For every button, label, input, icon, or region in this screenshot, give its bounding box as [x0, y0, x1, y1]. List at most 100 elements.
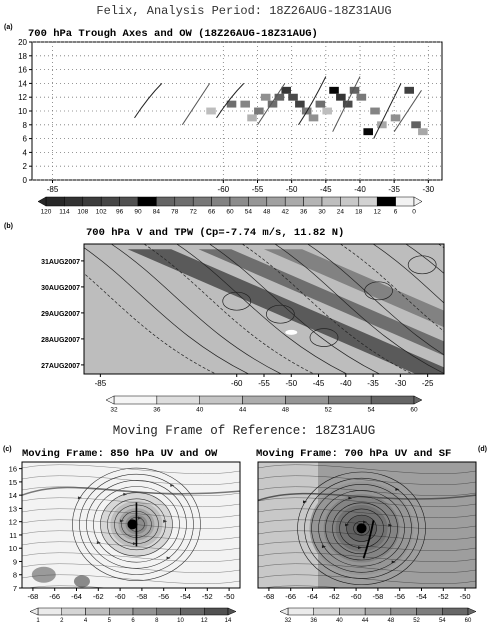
colorbar-label: 42: [282, 209, 290, 216]
streamline: [22, 508, 240, 519]
x-tick-label: -40: [340, 379, 352, 388]
panel-c-storm-center: [127, 502, 138, 547]
streamline-arrow: [132, 542, 137, 546]
ow-shading: [73, 575, 90, 588]
x-tick-label: -58: [136, 592, 147, 601]
colorbar-label: 2: [60, 618, 64, 623]
streamline: [332, 502, 391, 555]
streamline: [79, 473, 194, 575]
colorbar-arrow-right: [227, 607, 237, 616]
colorbar-swatch: [132, 607, 157, 616]
page-title: Felix, Analysis Period: 18Z26AUG-18Z31AU…: [96, 4, 392, 18]
trough-line: [22, 486, 240, 496]
streamline: [262, 585, 346, 588]
x-tick-label: -35: [367, 379, 379, 388]
streamline: [22, 497, 240, 508]
colorbar-swatch: [340, 196, 360, 207]
y-tick-label: 4: [23, 148, 28, 157]
colorbar-arrow-left: [29, 607, 39, 616]
ow-cell: [404, 86, 414, 94]
x-tick-label: -60: [351, 592, 362, 601]
y-tick-label: 7: [13, 584, 17, 593]
panel-b-title: 700 hPa V and TPW (Cp=-7.74 m/s, 11.82 N…: [86, 227, 345, 239]
streamline: [258, 530, 476, 541]
x-tick-label: -60: [231, 379, 243, 388]
y-tick-label: 0: [23, 176, 28, 185]
y-tick-label: 14: [9, 491, 17, 500]
colorbar-label: 52: [325, 407, 333, 414]
colorbar-swatch: [113, 395, 158, 405]
streamline: [86, 480, 187, 569]
panel-c-chart: -68 -66 -64 -62 -60 -58 -56 -54 -52 -50 789101112…: [9, 461, 241, 623]
streamline: [258, 486, 476, 497]
y-tick-label: 29AUG2007: [41, 311, 80, 318]
x-tick-label: -54: [416, 592, 427, 601]
streamline: [346, 514, 377, 542]
v-contour: [340, 244, 444, 332]
colorbar-swatch: [416, 607, 443, 616]
ow-cell: [288, 93, 298, 101]
colorbar-arrow-left: [105, 395, 115, 405]
colorbar-label: 40: [336, 618, 343, 623]
streamline: [22, 486, 240, 497]
streamline: [258, 464, 476, 475]
y-tick-label: 14: [18, 79, 27, 88]
y-tick-label: 12: [18, 93, 27, 102]
colorbar-swatch: [328, 395, 372, 405]
panel-c-x-ticks: -68 -66 -64 -62 -60 -58 -56 -54 -52 -50: [27, 588, 235, 601]
y-tick-label: 12: [9, 518, 17, 527]
y-tick-label: 9: [13, 557, 17, 566]
ow-cell: [418, 128, 428, 136]
colorbar-swatch: [211, 196, 231, 207]
ow-cell: [370, 107, 380, 115]
v-contour: [84, 247, 249, 374]
colorbar-label: 14: [225, 618, 232, 623]
ow-cell: [274, 93, 285, 101]
streamline: [258, 497, 476, 508]
colorbar-label: 10: [177, 618, 184, 623]
colorbar-swatch: [287, 607, 314, 616]
panel-c-streamlines: [22, 464, 240, 588]
ow-cell: [267, 100, 278, 108]
x-tick-label: -60: [218, 185, 230, 194]
colorbar-swatch: [100, 196, 120, 207]
v-contour: [143, 244, 315, 374]
colorbar-label: 54: [439, 618, 446, 623]
streamline: [22, 530, 240, 541]
colorbar-label: 12: [201, 618, 208, 623]
v-contour: [176, 244, 347, 374]
trough-axis-line: [332, 76, 361, 132]
panel-d-streamlines: [258, 464, 476, 588]
colorbar-swatch: [313, 607, 340, 616]
colorbar-arrow-right: [413, 196, 423, 207]
colorbar-swatch: [303, 196, 323, 207]
ow-cell: [356, 93, 367, 101]
colorbar-swatch: [339, 607, 366, 616]
colorbar-label: 36: [300, 209, 308, 216]
panel-a-label: (a): [4, 24, 13, 31]
panel-a-title: 700 hPa Trough Axes and OW (18Z26AUG-18Z…: [28, 28, 318, 40]
panel-b-chart: -85 -60 -55 -50 -45 -40 -35 -30 -25 27AUG2007 28A…: [41, 243, 445, 414]
streamline-arrow: [137, 516, 142, 520]
colorbar-swatch: [174, 196, 194, 207]
streamline-arrow: [303, 500, 308, 504]
colorbar-label: 48: [263, 209, 271, 216]
colorbar-swatch: [364, 607, 392, 616]
y-tick-label: 10: [18, 107, 27, 116]
colorbar-swatch: [229, 196, 249, 207]
x-tick-label: -62: [93, 592, 104, 601]
colorbar-label: 54: [368, 407, 376, 414]
trough-axis-line: [393, 90, 422, 132]
colorbar-swatch: [390, 607, 417, 616]
panel-a-y-ticks: 0 2 4 6 8 10 12 14 16 18 20: [18, 38, 32, 185]
sf-shading: [258, 462, 318, 588]
ow-cell: [281, 86, 291, 94]
x-tick-label: -50: [224, 592, 235, 601]
panel-a-ow-cells: [206, 86, 428, 136]
y-tick-label: 8: [13, 571, 17, 580]
ow-cell: [226, 100, 237, 108]
panel-b-x-ticks: -85 -60 -55 -50 -45 -40 -35 -30 -25: [95, 374, 434, 388]
colorbar-swatch: [370, 395, 415, 405]
streamline-arrow: [391, 560, 396, 564]
colorbar-label: 120: [41, 209, 52, 216]
